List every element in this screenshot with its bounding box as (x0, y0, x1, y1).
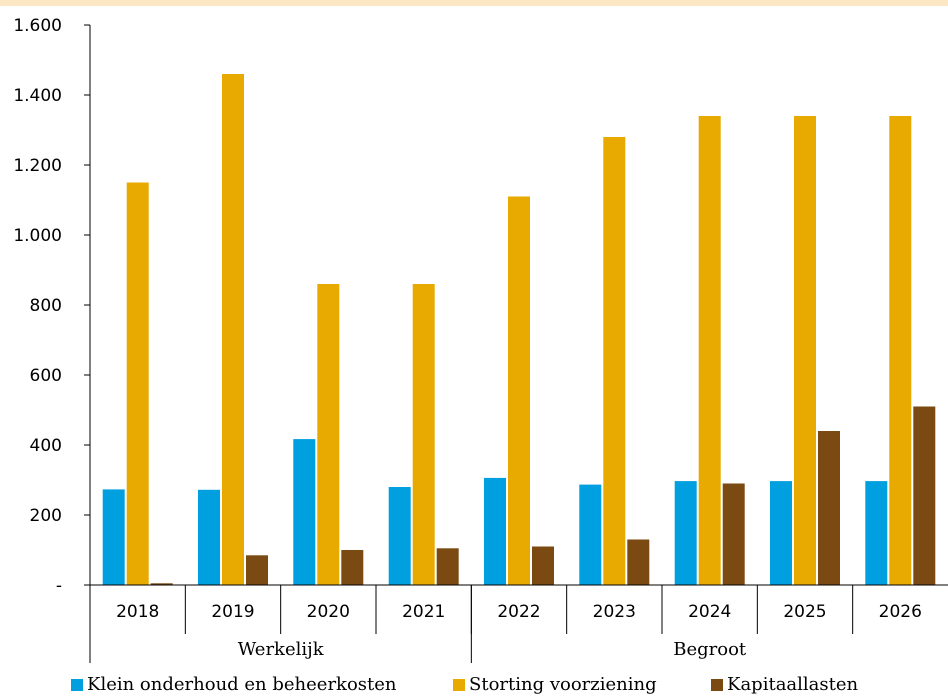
x-tick-label-2019: 2019 (211, 602, 254, 622)
y-tick-label: - (56, 576, 62, 596)
bar-3-2023 (627, 539, 650, 585)
y-tick-label: 1.600 (13, 16, 62, 36)
axes-layer (84, 24, 948, 663)
bars-layer (102, 74, 936, 586)
bar-1-2026 (865, 481, 888, 585)
bar-2-2019 (222, 74, 244, 585)
bar-3-2024 (722, 483, 745, 585)
y-tick-label: 600 (30, 366, 62, 386)
legend: Klein onderhoud en beheerkosten Storting … (71, 674, 859, 695)
y-tick-label: 200 (30, 506, 62, 526)
x-tick-label-2023: 2023 (593, 602, 636, 622)
x-tick-label-2018: 2018 (116, 602, 159, 622)
legend-label-1: Klein onderhoud en beheerkosten (87, 674, 397, 695)
x-tick-label-2022: 2022 (497, 602, 540, 622)
bar-3-2025 (818, 431, 840, 585)
legend-swatch-1 (71, 679, 83, 691)
bar-2-2020 (317, 284, 340, 585)
x-tick-label-2026: 2026 (879, 602, 922, 622)
bar-3-2026 (913, 406, 936, 585)
bar-3-2020 (341, 550, 364, 585)
bar-1-2024 (674, 481, 697, 585)
bar-1-2018 (102, 489, 125, 585)
group-label-1: Werkelijk (238, 639, 325, 660)
bar-2-2024 (698, 116, 721, 585)
bar-2-2021 (412, 284, 435, 585)
bar-2-2022 (508, 196, 530, 585)
y-tick-label: 1.200 (13, 156, 62, 176)
legend-swatch-3 (711, 679, 723, 691)
bar-2-2023 (603, 137, 626, 585)
y-tick-label: 1.000 (13, 226, 62, 246)
y-tick-label: 1.400 (13, 86, 62, 106)
y-tick-label: 400 (30, 436, 62, 456)
legend-swatch-2 (453, 679, 465, 691)
group-label-2: Begroot (673, 639, 747, 660)
bar-1-2023 (579, 484, 602, 585)
bar-3-2019 (246, 555, 268, 586)
bar-3-2021 (436, 548, 459, 586)
x-tick-label-2020: 2020 (307, 602, 350, 622)
bar-1-2022 (484, 477, 506, 585)
legend-label-3: Kapitaallasten (727, 674, 859, 695)
bar-2-2018 (126, 182, 149, 585)
x-tick-label-2025: 2025 (783, 602, 826, 622)
x-tick-label-2021: 2021 (402, 602, 445, 622)
labels-layer: - 200 400 600 800 1.000 1.200 1.400 1.600 2018 201… (13, 16, 922, 660)
bar-1-2021 (388, 487, 411, 585)
bar-2-2025 (794, 116, 816, 585)
x-tick-label-2024: 2024 (688, 602, 731, 622)
bar-1-2025 (770, 481, 792, 585)
bar-3-2022 (532, 546, 554, 585)
bar-3-2018 (150, 583, 173, 586)
legend-label-2: Storting voorziening (469, 674, 657, 695)
top-accent-strip (0, 0, 948, 6)
bar-2-2026 (889, 116, 912, 585)
bar-1-2020 (293, 439, 316, 585)
bar-1-2019 (198, 489, 220, 585)
y-tick-label: 800 (30, 296, 62, 316)
